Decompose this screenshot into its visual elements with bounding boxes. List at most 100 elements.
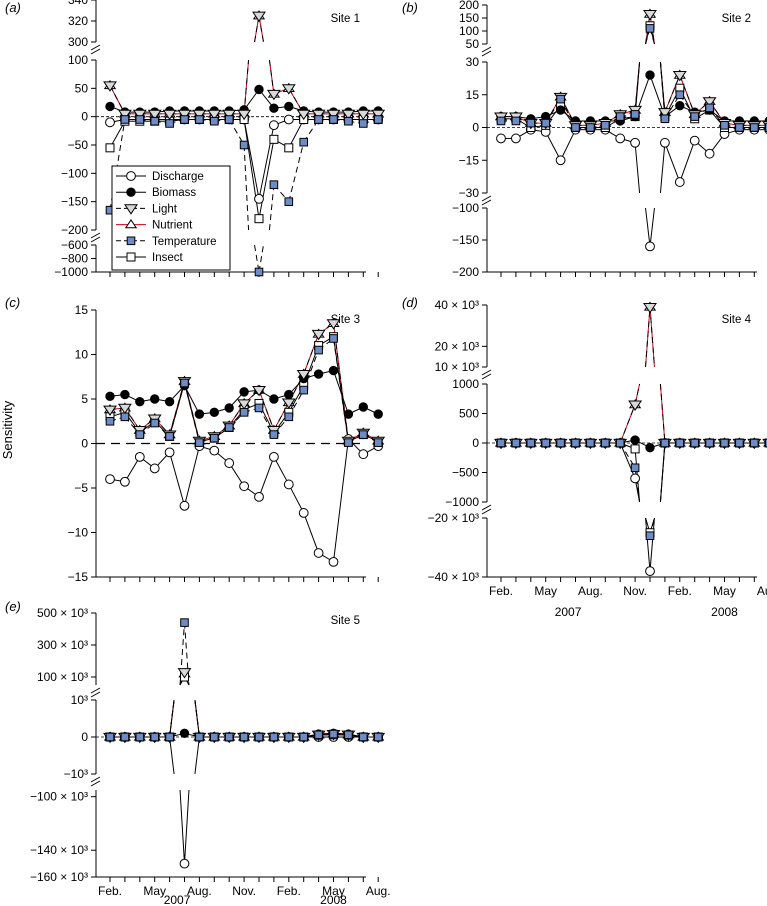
- temperature-marker: [180, 115, 189, 124]
- panel-label: (e): [5, 599, 21, 614]
- y-tick-label: −500: [452, 466, 479, 480]
- axis-break-mark: [90, 687, 101, 698]
- light-line-segment: [645, 307, 651, 368]
- temperature-marker: [180, 378, 189, 388]
- discharge-marker: [645, 241, 655, 252]
- temperature-marker: [511, 116, 521, 126]
- y-tick-label: −100: [61, 166, 88, 180]
- y-tick-label: 320: [68, 14, 88, 28]
- temperature-marker: [329, 115, 338, 124]
- nutrient-marker: [124, 219, 138, 229]
- y-tick-label: −1000: [445, 495, 479, 509]
- y-tick-label: −15: [68, 570, 89, 584]
- light-line-segment: [619, 404, 636, 444]
- temperature-marker: [541, 118, 551, 128]
- y-tick-label: −100: [452, 201, 479, 215]
- temperature-marker: [750, 123, 759, 132]
- light-marker: [311, 109, 326, 121]
- light-marker: [147, 109, 162, 121]
- x-year-label: 2007: [164, 893, 191, 906]
- light-marker: [177, 109, 192, 121]
- temperature-line-segment: [258, 244, 264, 273]
- light-marker: [356, 109, 371, 121]
- legend-label: Biomass: [152, 187, 196, 199]
- biomass-marker: [343, 409, 354, 419]
- legend-label: Insect: [152, 252, 183, 264]
- y-tick-label: −5: [74, 481, 88, 495]
- axis-break-mark: [90, 776, 101, 787]
- temperature-marker: [556, 94, 565, 104]
- temperature-marker: [126, 236, 136, 246]
- temperature-marker: [299, 385, 308, 395]
- y-tick-label: 340: [68, 0, 88, 7]
- biomass-marker: [645, 70, 655, 80]
- discharge-marker: [689, 135, 700, 146]
- discharge-line-segment: [169, 736, 175, 775]
- temperature-marker: [359, 119, 368, 128]
- light-line-segment: [109, 85, 126, 115]
- temperature-line-segment: [254, 244, 260, 273]
- biomass-marker: [555, 105, 566, 115]
- light-marker: [177, 668, 192, 679]
- discharge-marker: [511, 133, 521, 144]
- discharge-marker: [313, 548, 324, 558]
- temperature-marker: [135, 430, 145, 439]
- light-marker: [252, 386, 266, 397]
- light-line-segment: [664, 74, 681, 113]
- temperature-marker: [511, 438, 521, 448]
- temperature-marker: [373, 438, 383, 447]
- discharge-marker: [328, 556, 339, 567]
- y-tick-label: −140 × 10³: [30, 843, 88, 857]
- temperature-line-segment: [184, 382, 200, 443]
- temperature-marker: [615, 438, 625, 448]
- x-tick-label: Feb.: [489, 584, 513, 598]
- light-marker: [103, 81, 117, 92]
- biomass-marker: [120, 389, 130, 400]
- y-tick-label: 100: [459, 24, 479, 38]
- biomass-marker: [209, 407, 220, 418]
- light-marker: [371, 109, 386, 121]
- y-tick-label: 0: [472, 436, 479, 450]
- temperature-marker: [284, 197, 294, 206]
- temperature-marker: [165, 732, 174, 742]
- biomass-marker: [224, 403, 234, 413]
- legend-label: Discharge: [152, 171, 204, 183]
- y-tick-label: 50: [466, 37, 480, 51]
- temperature-marker: [269, 180, 279, 189]
- light-marker: [326, 319, 341, 330]
- temperature-marker: [314, 730, 323, 740]
- discharge-line-segment: [649, 517, 655, 572]
- discharge-line-segment: [273, 456, 290, 485]
- light-marker: [702, 97, 717, 108]
- temperature-marker: [373, 732, 383, 742]
- insect-marker: [630, 444, 640, 454]
- biomass-marker: [284, 389, 294, 400]
- temperature-marker: [180, 618, 189, 627]
- x-tick-label: Feb.: [668, 584, 692, 598]
- x-year-label: 2008: [320, 893, 347, 906]
- temperature-marker: [526, 438, 536, 448]
- y-tick-label: −30: [459, 186, 480, 200]
- light-marker: [192, 109, 207, 121]
- temperature-line-segment: [634, 467, 641, 503]
- temperature-marker: [299, 732, 308, 742]
- temperature-marker: [269, 430, 279, 439]
- temperature-marker: [660, 114, 670, 124]
- temperature-marker: [720, 438, 729, 448]
- temperature-marker: [299, 137, 308, 147]
- temperature-marker: [284, 412, 294, 422]
- y-tick-label: 200: [459, 0, 479, 12]
- temperature-marker: [735, 123, 744, 132]
- biomass-marker: [645, 443, 655, 453]
- temperature-marker: [254, 403, 264, 413]
- discharge-line-segment: [184, 446, 200, 506]
- y-tick-label: −20 × 10³: [428, 511, 479, 525]
- discharge-marker: [555, 155, 566, 166]
- y-tick-label: 10 × 10³: [435, 360, 479, 374]
- discharge-marker: [630, 137, 640, 148]
- temperature-line-segment: [303, 349, 320, 391]
- legend-label: Temperature: [152, 236, 217, 248]
- temperature-marker: [120, 412, 130, 422]
- temperature-line-segment: [243, 144, 250, 231]
